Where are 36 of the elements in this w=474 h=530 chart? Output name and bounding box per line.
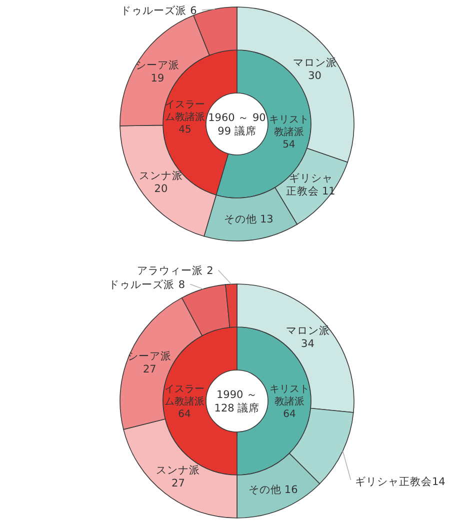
slice-label: キリスト教諸派 <box>270 384 310 408</box>
data-label: 64 <box>178 409 191 420</box>
data-label: 27 <box>142 364 156 376</box>
slice-label: シーア派 <box>135 58 180 72</box>
slice-label: ギリシャ正教会 <box>354 476 432 488</box>
text: 128 議席 <box>214 402 260 415</box>
slice-label: マロン派 <box>286 324 330 338</box>
text: 1990 ～ <box>216 389 258 402</box>
data-label: 45 <box>178 124 192 136</box>
slice-label: スンナ派 <box>156 464 200 477</box>
slice-label: キリスト教諸派 <box>268 114 309 138</box>
slice-label: その他 <box>224 214 258 226</box>
data-label: 2 <box>206 265 214 278</box>
data-label: 13 <box>260 214 274 226</box>
text: 1960 ～ 90 <box>208 112 266 124</box>
data-label: 8 <box>178 279 186 292</box>
text: 99 議席 <box>218 124 256 138</box>
slice-label: マロン派 <box>292 56 337 69</box>
data-label: 64 <box>283 409 296 420</box>
slice-label: イスラーム教諸派 <box>164 384 204 408</box>
slice-label: スンナ派 <box>139 169 184 182</box>
slice-label: ドゥルーズ派 <box>108 278 175 292</box>
data-label: 6 <box>190 5 198 17</box>
data-label: 19 <box>150 72 164 84</box>
data-label: 54 <box>282 140 296 151</box>
slice-label: イスラーム教諸派 <box>165 100 206 124</box>
slice-label: アラウィー派 <box>136 264 203 278</box>
slice-label: ドゥルーズ派 <box>120 4 186 17</box>
data-label: 27 <box>172 478 185 490</box>
data-label: 30 <box>308 70 322 82</box>
data-label: 34 <box>301 338 315 350</box>
data-label: 16 <box>284 484 298 496</box>
data-label: 20 <box>154 183 168 196</box>
slice-label: その他 <box>248 484 282 496</box>
data-label: 14 <box>432 476 446 488</box>
slice-label: シーア派 <box>128 350 172 363</box>
